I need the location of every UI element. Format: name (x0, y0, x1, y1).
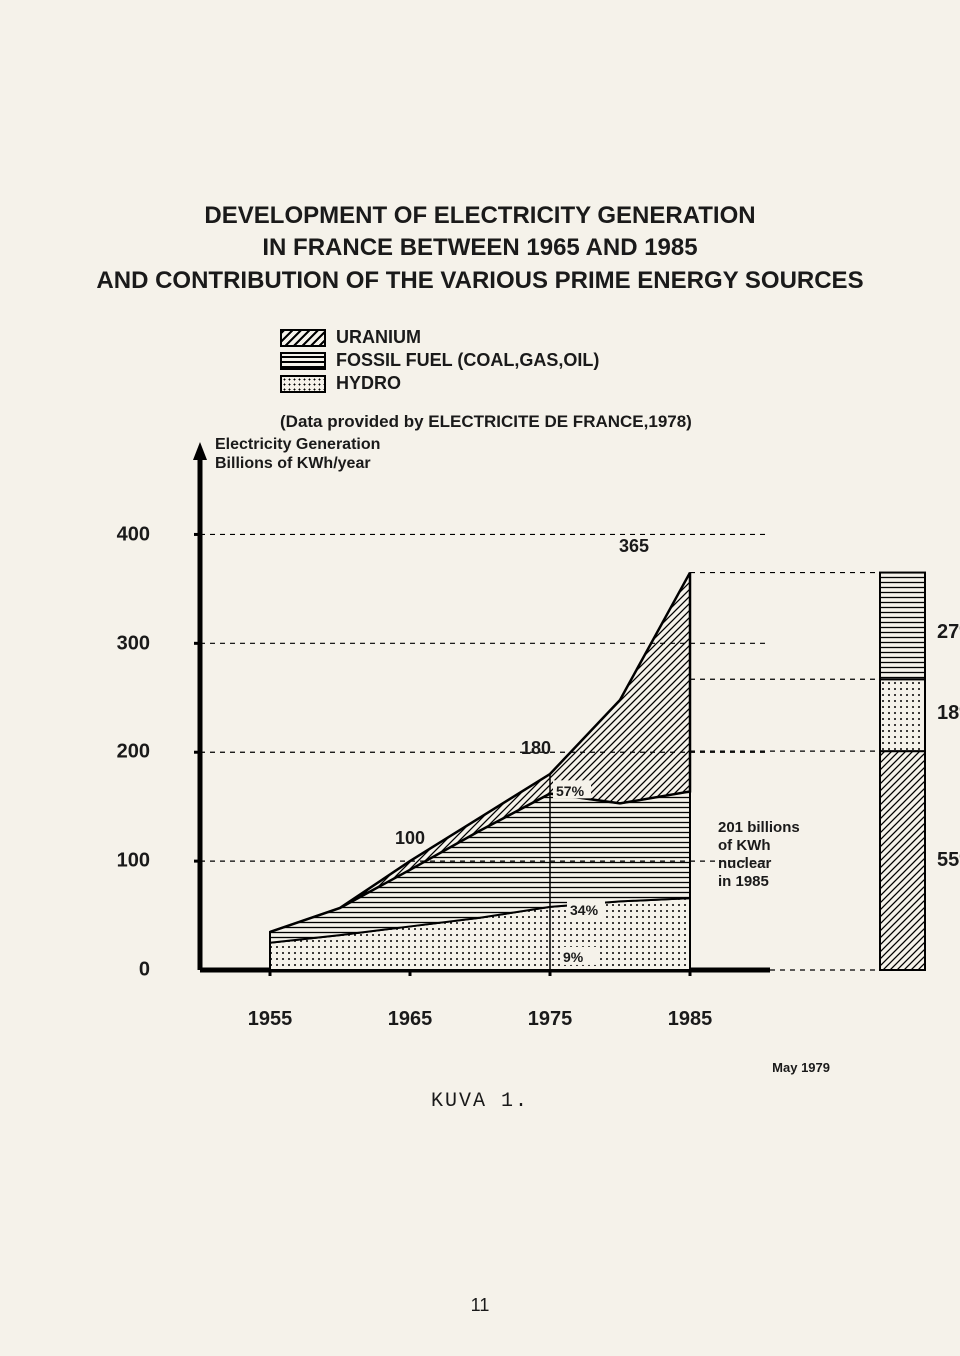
legend-item-fossil: FOSSIL FUEL (COAL,GAS,OIL) (280, 350, 870, 371)
value-label: 100 (395, 828, 425, 849)
nuclear-note-line: of KWh (718, 837, 800, 855)
figure-caption: KUVA 1. (431, 1090, 529, 1113)
legend-item-uranium: URANIUM (280, 327, 870, 348)
nuclear-note-line: in 1985 (718, 873, 800, 891)
nuclear-note-line: 201 billions (718, 819, 800, 837)
y-tick-label: 300 (117, 632, 160, 655)
pct-label: 57% (556, 783, 584, 799)
legend-label: URANIUM (336, 327, 421, 348)
right-bar-pct: 55% (937, 849, 960, 872)
title-line-3: AND CONTRIBUTION OF THE VARIOUS PRIME EN… (90, 265, 870, 297)
data-source: (Data provided by ELECTRICITE DE FRANCE,… (280, 412, 870, 432)
page-number: 11 (471, 1295, 490, 1316)
date-stamp: May 1979 (772, 1060, 830, 1075)
legend-item-hydro: HYDRO (280, 373, 870, 394)
y-tick-label: 400 (117, 523, 160, 546)
chart-title: DEVELOPMENT OF ELECTRICITY GENERATION IN… (90, 200, 870, 297)
swatch-fossil (280, 352, 326, 370)
x-tick-label: 1985 (668, 1008, 713, 1031)
right-bar-pct: 18% (937, 702, 960, 725)
legend-label: HYDRO (336, 373, 401, 394)
right-bar-pct: 27% (937, 621, 960, 644)
pct-label: 34% (570, 902, 598, 918)
y-tick-label: 0 (139, 959, 160, 982)
title-line-2: IN FRANCE BETWEEN 1965 AND 1985 (90, 232, 870, 264)
nuclear-note: 201 billionsof KWhnuclearin 1985 (718, 819, 800, 891)
value-label: 365 (619, 536, 649, 557)
x-tick-label: 1975 (528, 1008, 573, 1031)
title-line-1: DEVELOPMENT OF ELECTRICITY GENERATION (90, 200, 870, 232)
chart-svg (160, 440, 940, 1000)
y-tick-label: 100 (117, 850, 160, 873)
axis-label-line-1: Electricity Generation (215, 435, 380, 454)
chart-area: Electricity Generation Billions of KWh/y… (160, 440, 940, 1000)
value-label: 180 (521, 738, 551, 759)
nuclear-note-line: nuclear (718, 855, 800, 873)
y-axis-label: Electricity Generation Billions of KWh/y… (215, 435, 380, 473)
pct-label: 9% (563, 949, 583, 965)
x-tick-label: 1965 (388, 1008, 433, 1031)
x-tick-label: 1955 (248, 1008, 293, 1031)
y-tick-label: 200 (117, 741, 160, 764)
legend-label: FOSSIL FUEL (COAL,GAS,OIL) (336, 350, 599, 371)
swatch-hydro (280, 375, 326, 393)
legend: URANIUM FOSSIL FUEL (COAL,GAS,OIL) HYDRO (280, 327, 870, 394)
swatch-uranium (280, 329, 326, 347)
axis-label-line-2: Billions of KWh/year (215, 454, 380, 473)
